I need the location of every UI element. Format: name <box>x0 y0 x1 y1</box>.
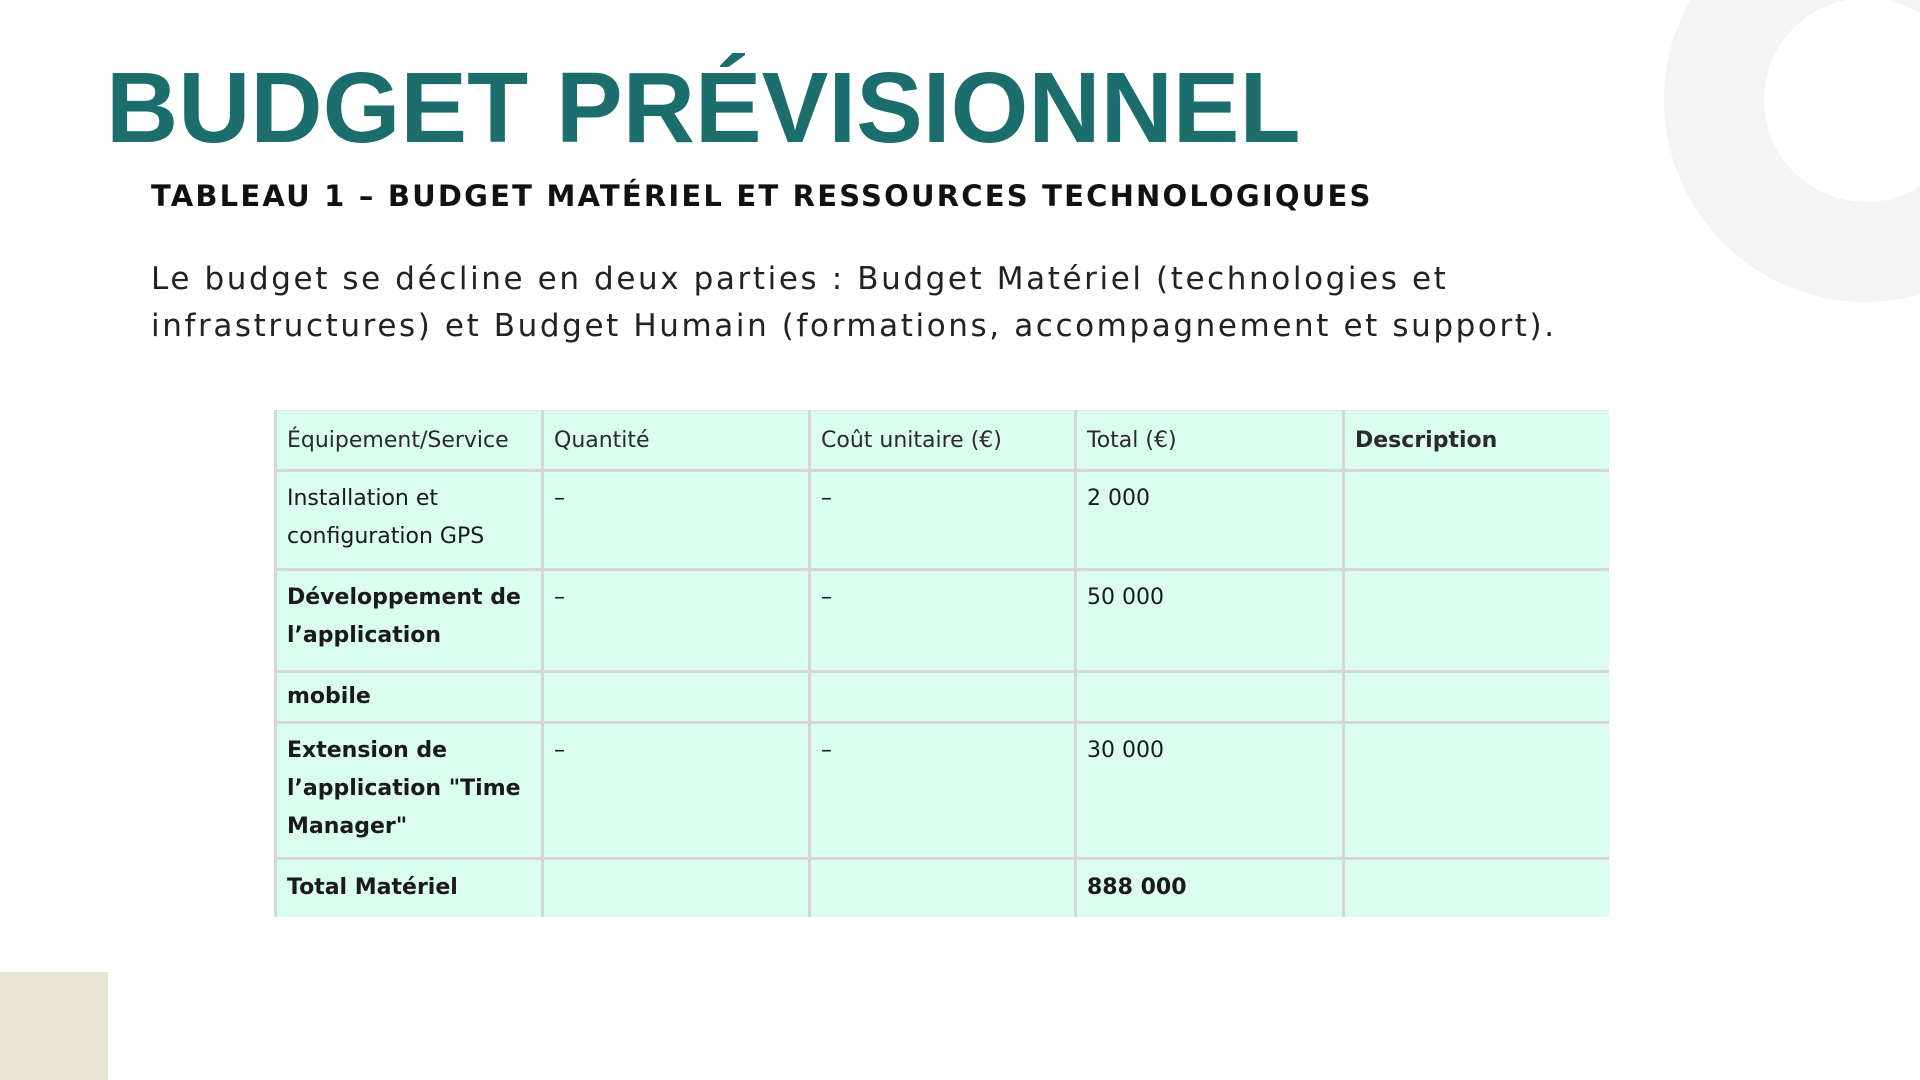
cell-quantity: – <box>541 569 810 673</box>
cell-quantity: – <box>541 722 810 860</box>
cell-unit-cost <box>808 671 1076 724</box>
intro-line-2: infrastructures) et Budget Humain (forma… <box>151 308 1557 344</box>
intro-line-1: Le budget se décline en deux parties : B… <box>151 261 1449 297</box>
header-description: Description <box>1342 410 1609 472</box>
table-row: Extension de l’application "Time Manager… <box>274 722 1609 860</box>
cell-total: 30 000 <box>1074 722 1344 860</box>
cell-service: Installation et configuration GPS <box>274 470 543 571</box>
cell-service: mobile <box>274 671 543 724</box>
service-line: l’application "Time <box>287 776 521 801</box>
decorative-square <box>0 972 108 1080</box>
header-quantity: Quantité <box>541 410 810 472</box>
page-title: BUDGET PRÉVISIONNEL <box>106 52 1301 164</box>
service-line: Manager" <box>287 814 408 839</box>
cell-total <box>1074 671 1344 724</box>
cell-description <box>1342 671 1609 724</box>
cell-description <box>1342 569 1609 673</box>
table-header-row: Équipement/Service Quantité Coût unitair… <box>274 410 1609 472</box>
intro-paragraph: Le budget se décline en deux parties : B… <box>151 256 1831 350</box>
cell-quantity <box>541 858 810 917</box>
cell-total: 50 000 <box>1074 569 1344 673</box>
budget-table: Équipement/Service Quantité Coût unitair… <box>274 410 1609 917</box>
cell-quantity: – <box>541 470 810 571</box>
cell-total: 2 000 <box>1074 470 1344 571</box>
cell-description <box>1342 470 1609 571</box>
table-row: mobile <box>274 671 1609 724</box>
cell-description <box>1342 858 1609 917</box>
cell-service: Total Matériel <box>274 858 543 917</box>
cell-unit-cost: – <box>808 470 1076 571</box>
header-service: Équipement/Service <box>274 410 543 472</box>
table-total-row: Total Matériel 888 000 <box>274 858 1609 917</box>
cell-service: Développement de l’application <box>274 569 543 673</box>
cell-description <box>1342 722 1609 860</box>
service-line: Développement de <box>287 585 521 610</box>
table-subtitle: TABLEAU 1 – BUDGET MATÉRIEL ET RESSOURCE… <box>151 179 1373 213</box>
cell-quantity <box>541 671 810 724</box>
table-row: Développement de l’application – – 50 00… <box>274 569 1609 673</box>
cell-unit-cost <box>808 858 1076 917</box>
cell-service: Extension de l’application "Time Manager… <box>274 722 543 860</box>
service-line: Extension de <box>287 738 448 763</box>
service-line: Installation et <box>287 486 439 511</box>
cell-unit-cost: – <box>808 722 1076 860</box>
table-row: Installation et configuration GPS – – 2 … <box>274 470 1609 571</box>
cell-unit-cost: – <box>808 569 1076 673</box>
cell-total: 888 000 <box>1074 858 1344 917</box>
header-total: Total (€) <box>1074 410 1344 472</box>
service-line: l’application <box>287 623 442 648</box>
header-unit-cost: Coût unitaire (€) <box>808 410 1076 472</box>
service-line: configuration GPS <box>287 524 485 549</box>
